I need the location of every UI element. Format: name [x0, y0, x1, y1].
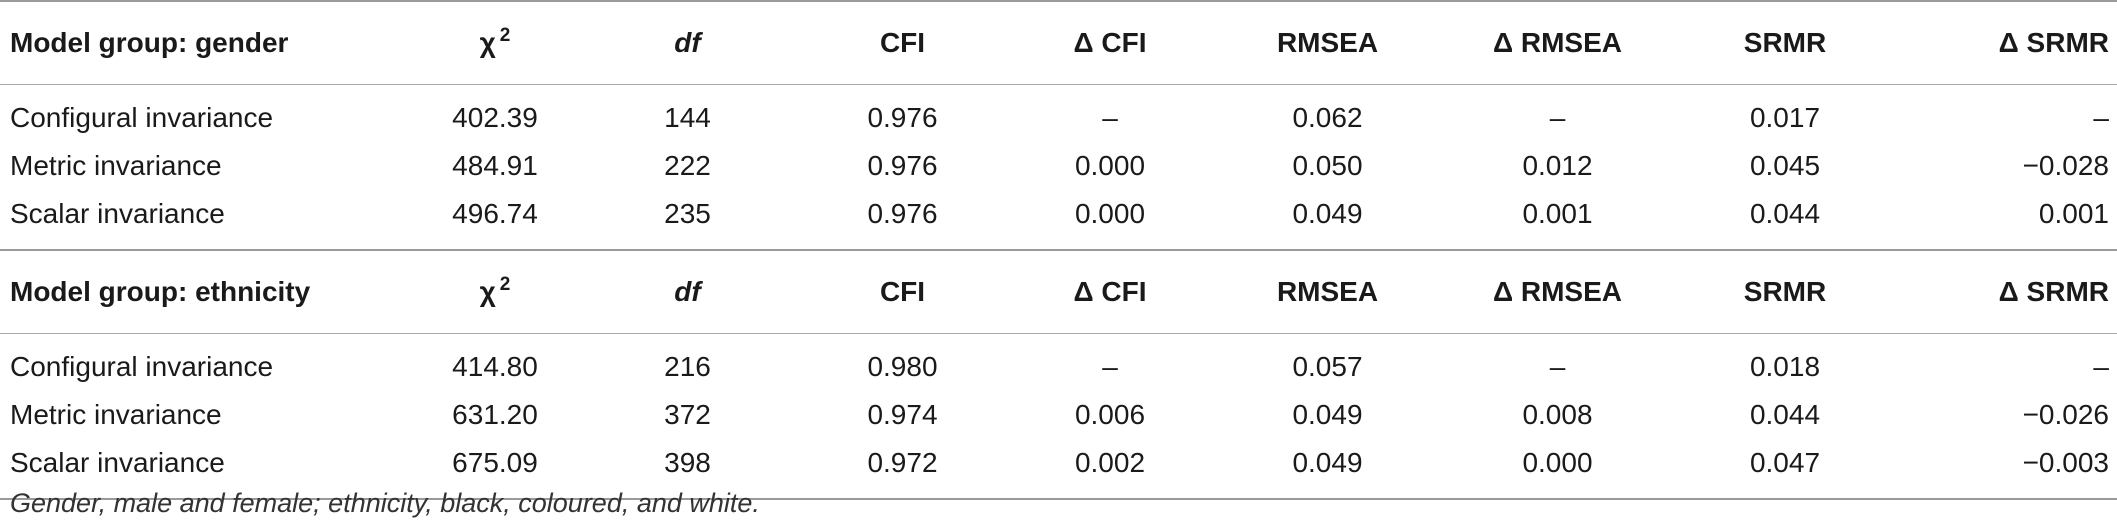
cfi-value: 0.976	[805, 189, 1000, 251]
chi-value: 631.20	[452, 398, 538, 430]
rmsea-value: 0.057	[1292, 350, 1363, 382]
srmr-value: 0.044	[1680, 189, 1890, 251]
chi-value: 675.09	[420, 438, 570, 500]
delta-rmsea-value: 0.008	[1522, 398, 1593, 430]
delta-cfi-value: 0.000	[1000, 189, 1220, 251]
srmr-header: SRMR	[1680, 249, 1890, 334]
row-label: Metric invariance	[10, 398, 222, 430]
chi-value: 484.91	[452, 149, 538, 181]
srmr-header: SRMR	[1680, 0, 1890, 85]
delta-srmr-header: Δ SRMR	[1890, 0, 2117, 85]
delta-cfi-value: 0.000	[1074, 149, 1146, 181]
df-value: 144	[664, 101, 711, 133]
srmr-value: 0.047	[1680, 438, 1890, 500]
delta-srmr-value: –	[2093, 101, 2109, 133]
delta-rmsea-value: –	[1549, 350, 1566, 382]
delta-srmr-value: −0.026	[2022, 398, 2109, 430]
df-value: 372	[664, 398, 711, 430]
row-label: Configural invariance	[10, 350, 274, 382]
table-footnote: Gender, male and female; ethnicity, blac…	[10, 488, 760, 518]
delta-cfi-header: Δ CFI	[1000, 249, 1220, 334]
delta-cfi-value: –	[1102, 350, 1118, 382]
srmr-value: 0.045	[1749, 149, 1821, 181]
group-title: Model group: gender	[0, 0, 420, 85]
delta-cfi-header: Δ CFI	[1000, 0, 1220, 85]
cfi-value: 0.980	[867, 350, 938, 382]
table-row: Scalar invariance 496.74 235 0.976 0.000…	[0, 189, 2117, 251]
df-header: df	[570, 249, 805, 334]
rmsea-value: 0.049	[1220, 189, 1435, 251]
delta-srmr-value: –	[2093, 350, 2109, 382]
srmr-value: 0.017	[1749, 101, 1821, 133]
row-label: Scalar invariance	[0, 438, 420, 500]
delta-rmsea-value: 0.000	[1435, 438, 1680, 500]
cfi-header: CFI	[805, 249, 1000, 334]
row-label: Scalar invariance	[0, 189, 420, 251]
rmsea-value: 0.049	[1220, 438, 1435, 500]
srmr-value: 0.018	[1749, 350, 1821, 382]
chi-superscript: 2	[499, 25, 511, 46]
table-row: Metric invariance 484.91 222 0.976 0.000…	[0, 142, 2117, 189]
rmsea-value: 0.062	[1292, 101, 1363, 133]
delta-rmsea-value: –	[1549, 101, 1566, 133]
table-row: Configural invariance 402.39 144 0.976 –…	[0, 85, 2117, 143]
chi-symbol: χ	[479, 276, 496, 307]
delta-srmr-value: −0.003	[1890, 438, 2117, 500]
cfi-header: CFI	[805, 0, 1000, 85]
delta-cfi-value: –	[1102, 101, 1118, 133]
delta-rmsea-value: 0.012	[1522, 149, 1593, 181]
delta-srmr-header: Δ SRMR	[1890, 249, 2117, 334]
cfi-value: 0.976	[867, 101, 938, 133]
chi-value: 496.74	[420, 189, 570, 251]
row-label: Configural invariance	[10, 101, 274, 133]
delta-cfi-value: 0.002	[1000, 438, 1220, 500]
cfi-value: 0.972	[805, 438, 1000, 500]
df-value: 398	[570, 438, 805, 500]
cfi-value: 0.974	[867, 398, 938, 430]
df-value: 235	[570, 189, 805, 251]
group-title: Model group: ethnicity	[0, 249, 420, 334]
cfi-value: 0.976	[867, 149, 938, 181]
rmsea-value: 0.049	[1292, 398, 1363, 430]
chi-symbol: χ	[479, 27, 496, 58]
rmsea-header: RMSEA	[1220, 0, 1435, 85]
chi-value: 402.39	[452, 101, 538, 133]
table-row: Metric invariance 631.20 372 0.974 0.006…	[0, 391, 2117, 438]
delta-srmr-value: 0.001	[1890, 189, 2117, 251]
chi-value: 414.80	[452, 350, 538, 382]
chi-superscript: 2	[499, 274, 511, 295]
rmsea-value: 0.050	[1292, 149, 1363, 181]
delta-rmsea-value: 0.001	[1435, 189, 1680, 251]
delta-cfi-value: 0.006	[1074, 398, 1146, 430]
df-value: 216	[664, 350, 711, 382]
srmr-value: 0.044	[1749, 398, 1821, 430]
df-header: df	[570, 0, 805, 85]
table-row: Scalar invariance 675.09 398 0.972 0.002…	[0, 438, 2117, 500]
row-label: Metric invariance	[10, 149, 222, 181]
df-value: 222	[664, 149, 711, 181]
delta-rmsea-header: Δ RMSEA	[1435, 0, 1680, 85]
delta-rmsea-header: Δ RMSEA	[1435, 249, 1680, 334]
rmsea-header: RMSEA	[1220, 249, 1435, 334]
table-row: Configural invariance 414.80 216 0.980 –…	[0, 334, 2117, 392]
delta-srmr-value: −0.028	[2022, 149, 2109, 181]
